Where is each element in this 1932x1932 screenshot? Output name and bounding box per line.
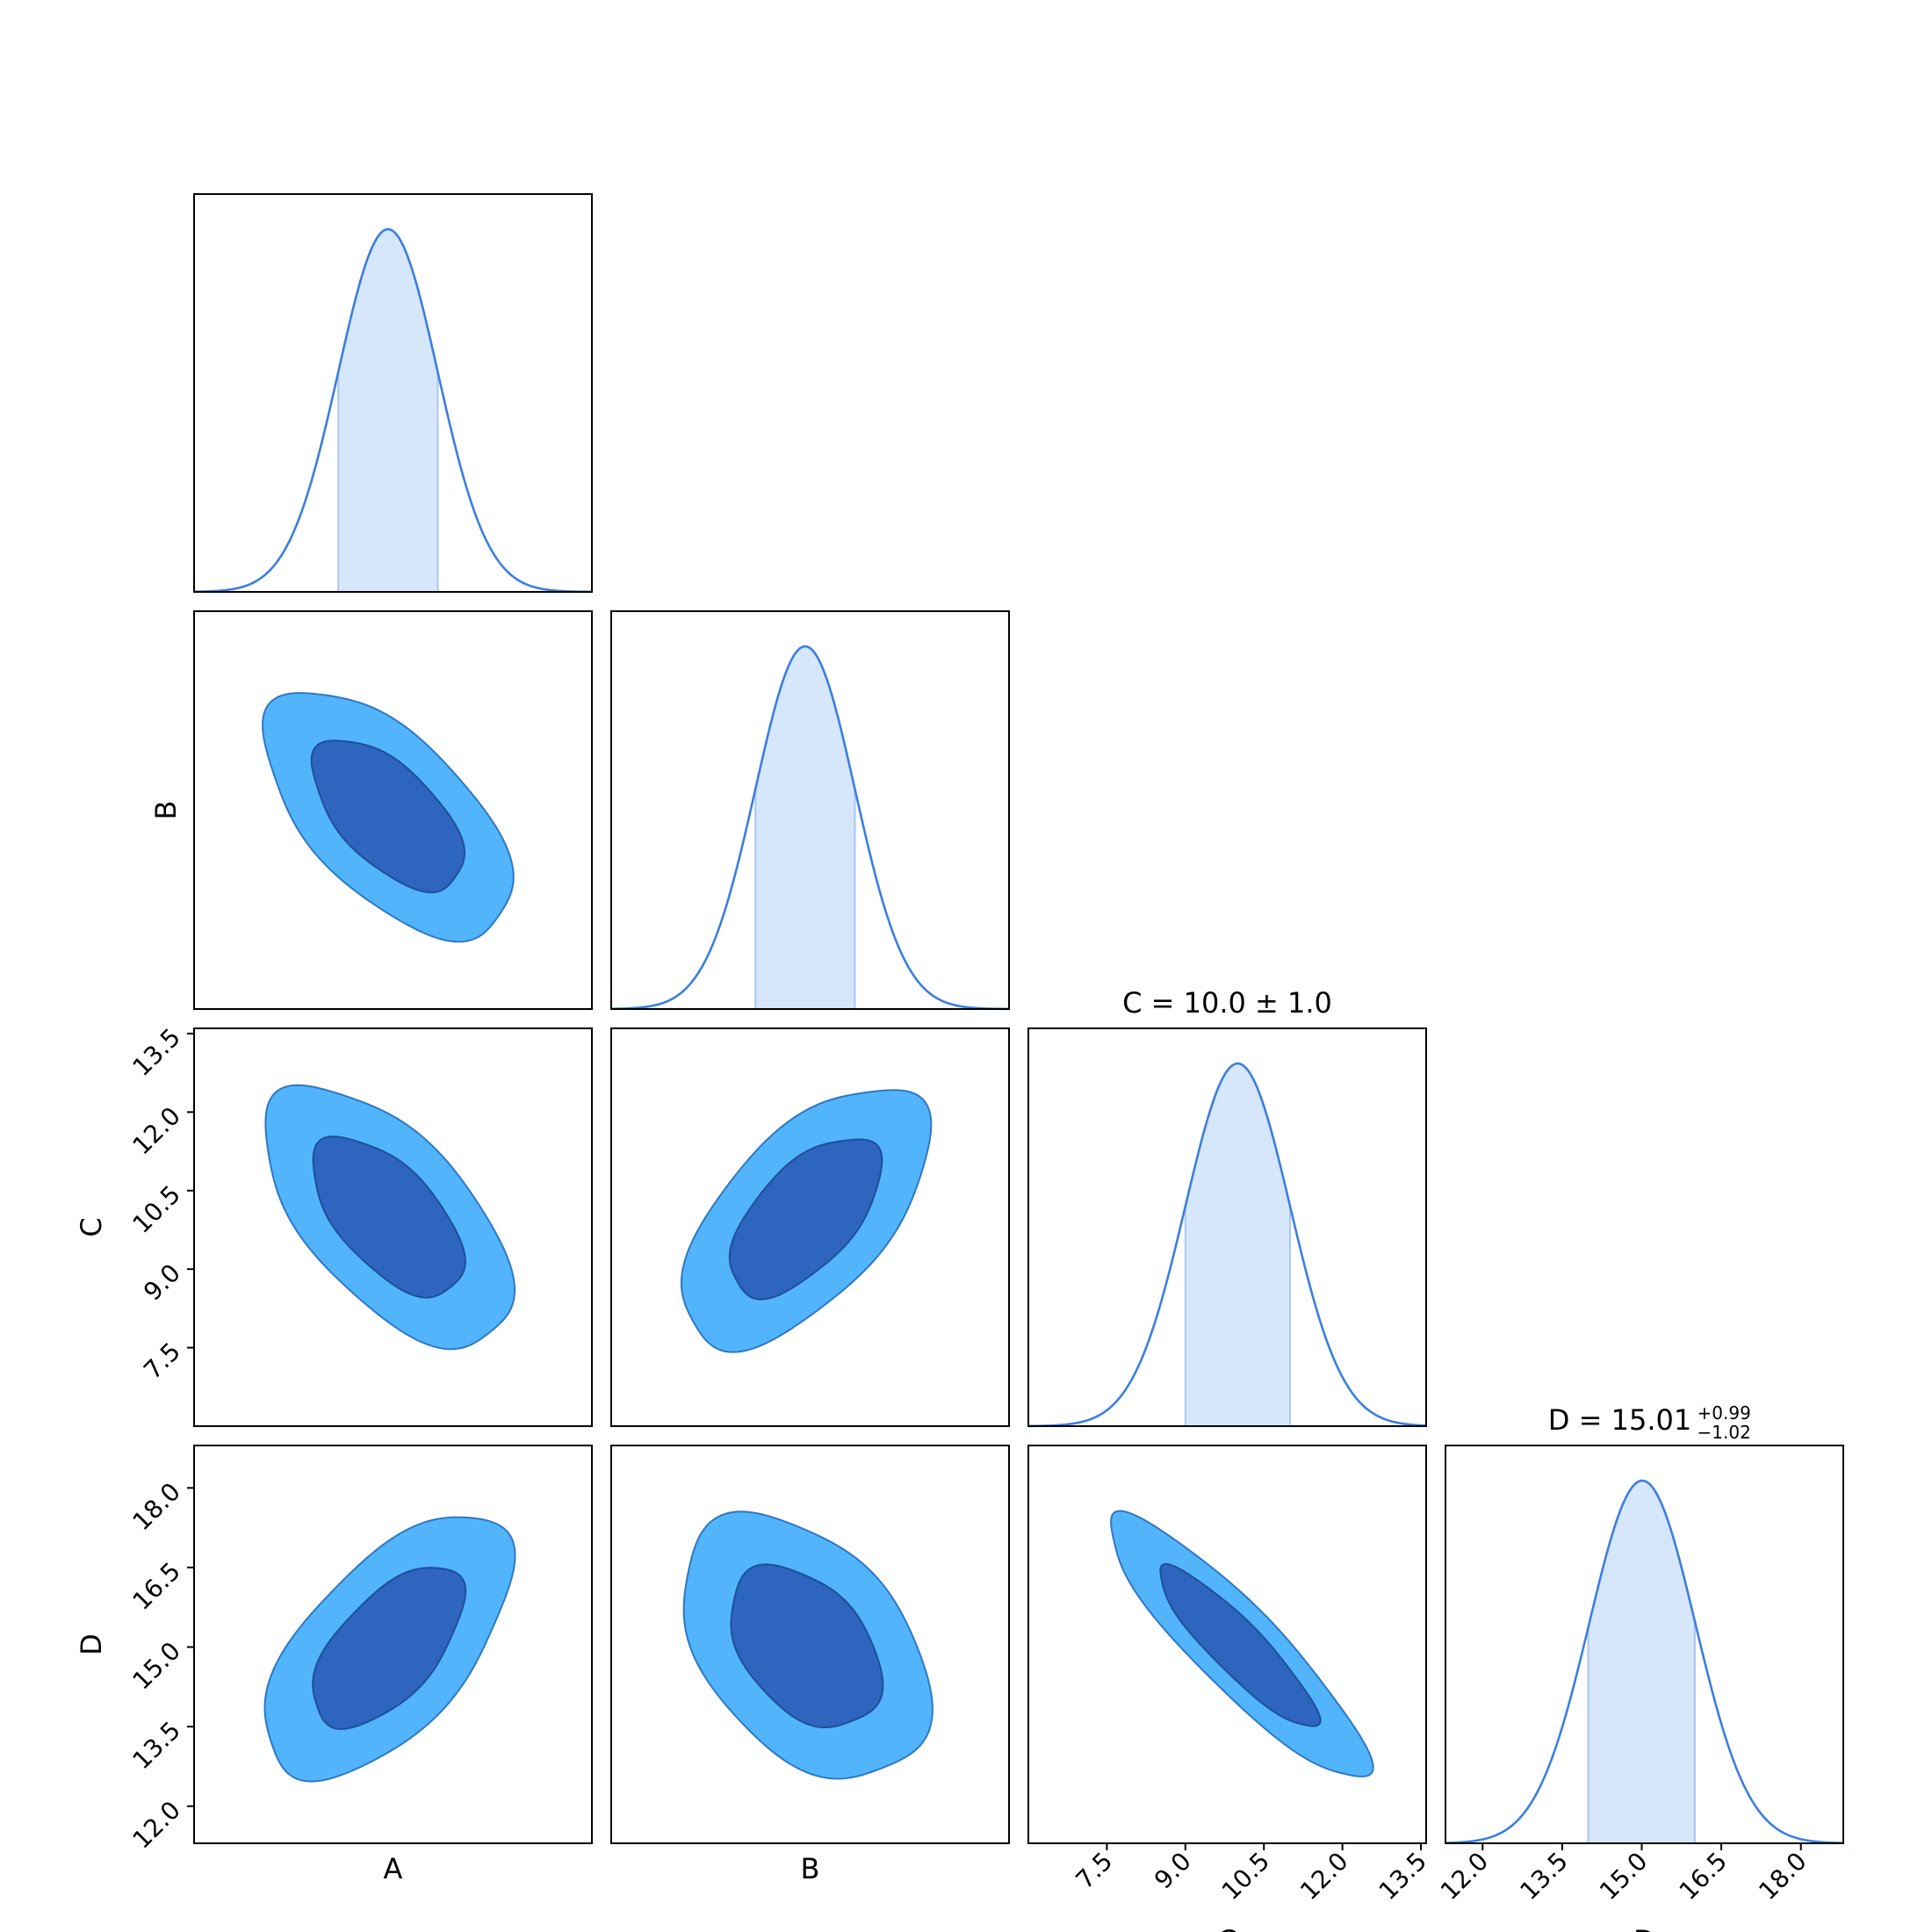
x-axis-label-b: B [801, 1852, 820, 1885]
panel-frame [1027, 1027, 1427, 1427]
x-tick-label-c: 7.5 [1071, 1847, 1119, 1895]
credible-band-b [755, 646, 855, 1009]
marginal-title-minus-d: −1.02 [1698, 1422, 1751, 1443]
marginal-title-d: D = 15.01 [1548, 1403, 1691, 1437]
y-tick-label-d: 16.5 [127, 1557, 186, 1616]
panel-frame [193, 610, 593, 1010]
y-tick-label-c: 10.5 [127, 1179, 186, 1238]
marginal-title-c: C = 10.0 ± 1.0 [1122, 986, 1332, 1020]
panel-frame [610, 1027, 1010, 1427]
credible-band-a [338, 229, 438, 592]
y-axis-label-d: D [75, 1633, 108, 1655]
x-tick-label-d: 15.0 [1594, 1847, 1653, 1906]
density-curve-a [193, 227, 593, 594]
contour-panel-b-d [610, 1445, 1010, 1844]
density-curve-c [1027, 1062, 1427, 1428]
y-tick-label-c: 12.0 [127, 1101, 186, 1160]
y-axis-label-c: C [75, 1217, 108, 1236]
x-tick-label-d: 13.5 [1514, 1847, 1573, 1906]
contour-panel-a-c [193, 1027, 593, 1427]
x-axis-label-d: D [1633, 1924, 1655, 1932]
x-tick-label-c: 12.0 [1294, 1847, 1353, 1906]
x-tick-label-c: 9.0 [1149, 1847, 1197, 1895]
contour-1sigma [1159, 1562, 1322, 1727]
x-tick-label-d: 12.0 [1435, 1847, 1494, 1906]
contour-panel-b-c [610, 1027, 1010, 1427]
y-tick-label-d: 15.0 [127, 1636, 186, 1695]
y-tick-label-c: 9.0 [138, 1258, 186, 1307]
x-axis-label-a: A [384, 1852, 403, 1885]
y-tick-label-d: 13.5 [127, 1716, 186, 1775]
marginal-panel-d: D = 15.01 +0.99−1.02 [1445, 1402, 1844, 1844]
marginal-panel-b [610, 610, 1010, 1011]
density-curve-d [1445, 1479, 1844, 1844]
contour-1sigma [730, 1563, 884, 1729]
x-tick-label-c: 10.5 [1216, 1847, 1275, 1906]
y-tick-label-d: 12.0 [127, 1795, 186, 1854]
y-tick-label-d: 18.0 [127, 1477, 186, 1536]
contour-panel-c-d [1027, 1445, 1427, 1844]
contour-panel-a-d [193, 1445, 593, 1844]
panel-frame [1445, 1445, 1844, 1844]
panel-frame [1027, 1445, 1427, 1844]
y-axis-label-b: B [149, 801, 183, 820]
marginal-panel-c: C = 10.0 ± 1.0 [1027, 986, 1427, 1428]
credible-band-c [1185, 1063, 1291, 1426]
panel-frame [610, 1445, 1010, 1844]
panel-frame [193, 1027, 593, 1427]
y-tick-label-c: 7.5 [138, 1337, 186, 1385]
x-tick-label-d: 18.0 [1753, 1847, 1812, 1906]
credible-band-d [1588, 1481, 1695, 1843]
panel-frame [610, 610, 1010, 1010]
y-tick-label-c: 13.5 [127, 1023, 186, 1082]
contour-panel-a-b [193, 610, 593, 1010]
contour-1sigma [312, 1567, 467, 1730]
marginal-panel-a [193, 193, 593, 594]
marginal-title-plus-d: +0.99 [1698, 1402, 1751, 1424]
x-axis-label-c: C [1217, 1924, 1236, 1932]
density-curve-b [610, 645, 1010, 1011]
x-tick-label-d: 16.5 [1674, 1847, 1733, 1906]
panel-frame [193, 1445, 593, 1844]
x-tick-label-c: 13.5 [1373, 1847, 1432, 1906]
panel-frame [193, 193, 593, 593]
contour-1sigma [312, 1135, 466, 1299]
contour-1sigma [728, 1138, 883, 1301]
contour-1sigma [310, 739, 466, 894]
